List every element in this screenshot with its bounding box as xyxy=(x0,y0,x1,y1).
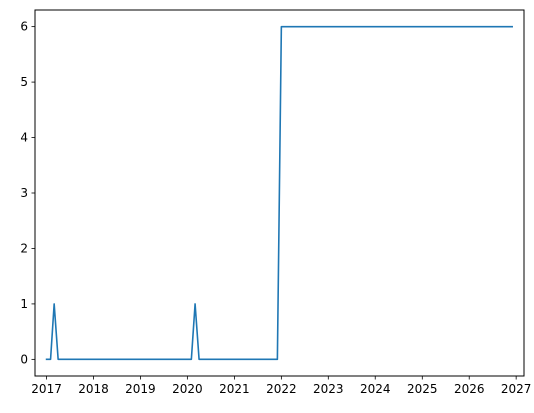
x-tick-label: 2023 xyxy=(313,382,344,396)
x-tick-label: 2025 xyxy=(407,382,438,396)
y-tick-label: 6 xyxy=(20,20,28,34)
series-line xyxy=(47,27,513,360)
x-axis: 2017 2018 2019 2020 2021 2022 2023 2024 2025 2026… xyxy=(31,376,531,396)
x-tick-label: 2018 xyxy=(78,382,109,396)
x-tick-label: 2024 xyxy=(360,382,391,396)
plot-area xyxy=(47,27,513,360)
y-tick-label: 2 xyxy=(20,241,28,255)
x-tick-label: 2017 xyxy=(31,382,62,396)
x-tick-label: 2022 xyxy=(266,382,297,396)
x-tick-label: 2021 xyxy=(219,382,250,396)
x-tick-label: 2026 xyxy=(454,382,485,396)
y-tick-label: 1 xyxy=(20,297,28,311)
x-tick-label: 2019 xyxy=(125,382,156,396)
y-tick-label: 5 xyxy=(20,75,28,89)
y-axis: 0 1 2 3 4 5 6 xyxy=(20,20,35,367)
x-tick-label: 2027 xyxy=(501,382,532,396)
x-tick-label: 2020 xyxy=(172,382,203,396)
y-tick-label: 3 xyxy=(20,186,28,200)
y-tick-label: 4 xyxy=(20,131,28,145)
y-tick-label: 0 xyxy=(20,352,28,366)
